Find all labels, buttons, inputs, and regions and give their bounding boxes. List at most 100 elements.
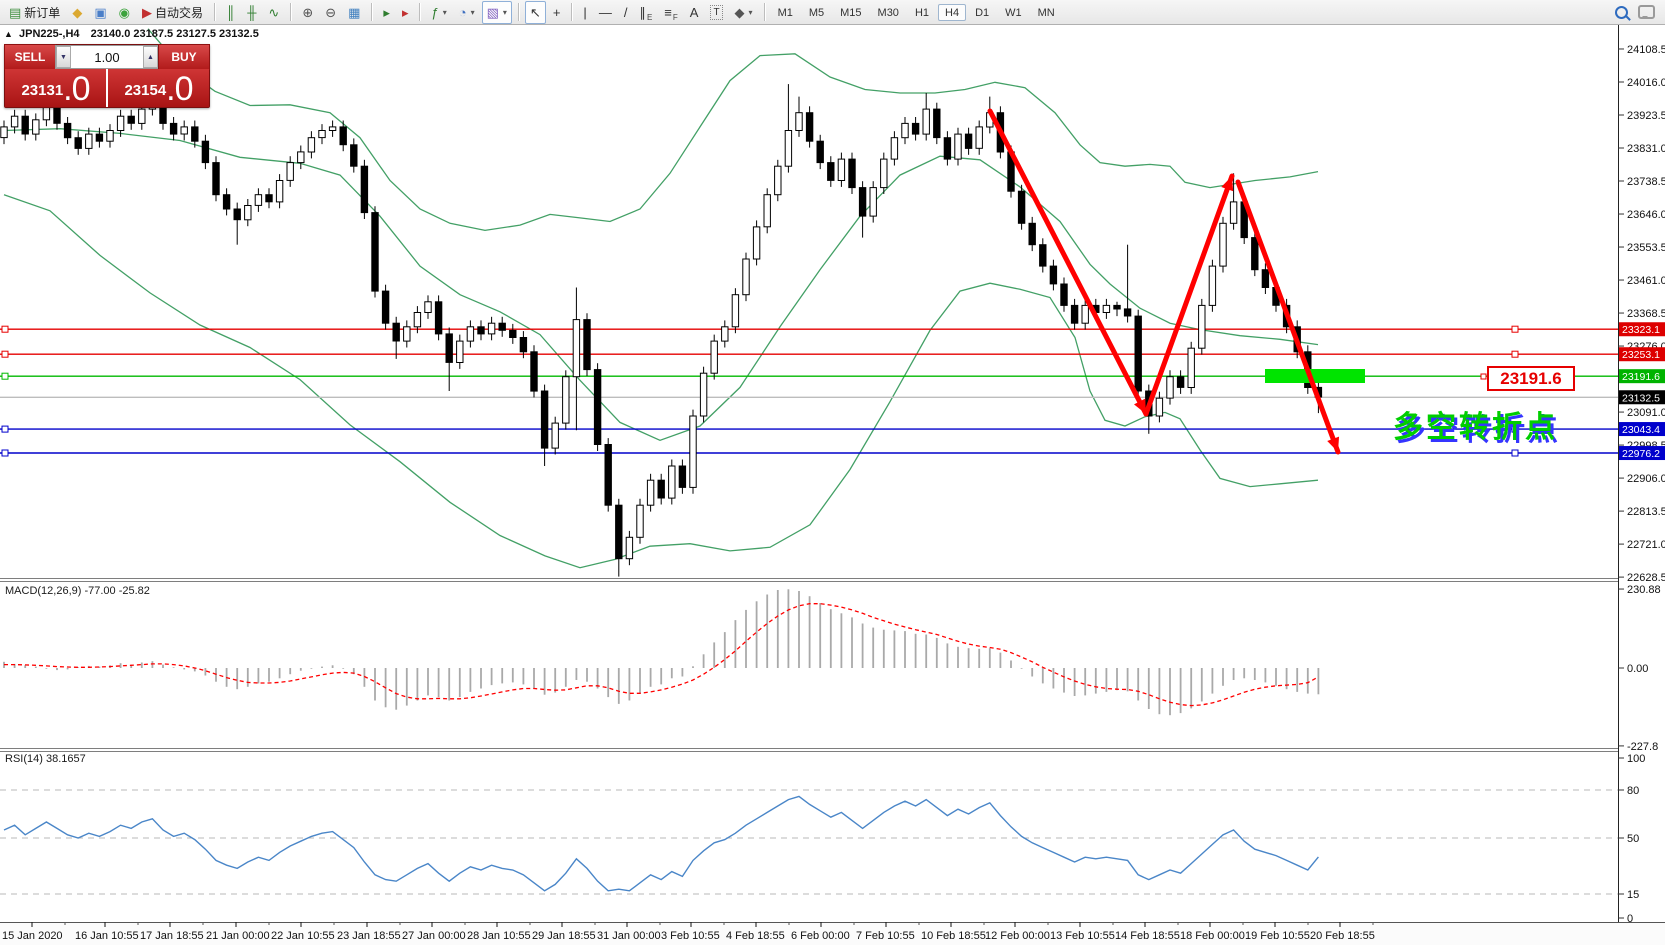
templates-icon-caret[interactable]: ▾ xyxy=(502,7,507,17)
candle-body xyxy=(1251,237,1259,271)
candle-body xyxy=(212,162,220,196)
candle-body xyxy=(562,376,570,424)
templates-icon[interactable]: ▧ ▾ xyxy=(481,0,512,24)
periods-icon[interactable]: ◔ ▾ xyxy=(454,1,480,24)
signals-icon[interactable]: ◉ xyxy=(114,1,135,24)
candle-body xyxy=(1060,283,1068,306)
indicators-icon[interactable]: ƒ ▾ xyxy=(426,1,451,24)
buy-price[interactable]: 23154 .0 xyxy=(108,69,209,107)
bar-chart-icon[interactable]: ║ xyxy=(221,1,240,24)
time-axis-label: 16 Jan 10:55 xyxy=(75,930,139,942)
new-order-button[interactable]: ▤ 新订单 xyxy=(4,1,65,24)
volume-decrease-button[interactable]: ▼ xyxy=(56,46,71,68)
tile-windows-icon[interactable]: ▦ xyxy=(343,1,365,24)
community-chat-icon[interactable] xyxy=(1638,5,1655,19)
trend-arrow-line[interactable] xyxy=(987,108,1149,417)
crosshair-icon[interactable]: + xyxy=(548,1,566,24)
toolbar-separator xyxy=(371,3,373,21)
hline-anchor[interactable] xyxy=(1,425,9,433)
timeframe-m5-button[interactable]: M5 xyxy=(802,4,831,21)
sell-button[interactable]: SELL xyxy=(4,44,56,70)
buy-button[interactable]: BUY xyxy=(158,44,210,70)
sell-price[interactable]: 23131 .0 xyxy=(5,69,108,107)
time-axis-label: 19 Feb 10:55 xyxy=(1245,930,1310,942)
time-axis-label: 20 Feb 18:55 xyxy=(1310,930,1375,942)
timeframe-m15-button[interactable]: M15 xyxy=(833,4,868,21)
chart-shift-icon[interactable]: ▸ xyxy=(397,1,414,24)
candle-body xyxy=(721,326,729,342)
volume-increase-button[interactable]: ▲ xyxy=(143,46,158,68)
timeframe-m30-button[interactable]: M30 xyxy=(871,4,906,21)
pane-separator-macd[interactable] xyxy=(0,578,1665,582)
timeframe-d1-button[interactable]: D1 xyxy=(968,4,996,21)
hline-anchor[interactable] xyxy=(1,372,9,380)
timeframe-w1-button[interactable]: W1 xyxy=(998,4,1029,21)
candlestick-chart-icon[interactable]: ╫ xyxy=(242,1,261,24)
fibonacci-icon[interactable]: ≡ F xyxy=(659,1,682,24)
one-click-panel-toggle-icon[interactable]: ▲ xyxy=(4,29,13,39)
periods-icon-caret[interactable]: ▾ xyxy=(470,7,475,17)
timeframe-h4-button[interactable]: H4 xyxy=(938,3,967,21)
candle-body xyxy=(964,133,973,149)
candle-body xyxy=(275,180,284,203)
callout-anchor[interactable] xyxy=(1480,373,1487,380)
cursor-icon[interactable]: ↖ xyxy=(524,0,546,24)
periods-icon: ◔ xyxy=(458,4,467,20)
zoom-in-icon[interactable]: ⊕ xyxy=(297,1,318,24)
candle-body xyxy=(678,465,687,488)
symbol-name: JPN225-,H4 xyxy=(18,28,80,40)
candle-body xyxy=(519,337,528,353)
candle-body xyxy=(858,187,867,217)
candle-body xyxy=(32,119,40,135)
zoom-out-icon[interactable]: ⊖ xyxy=(320,1,341,24)
arrows-icon[interactable]: ◆ ▾ xyxy=(730,1,758,24)
candle-body xyxy=(890,137,899,160)
candle-body xyxy=(74,137,82,149)
rsi-label: RSI(14) 38.1657 xyxy=(5,753,86,765)
candle-body xyxy=(922,108,930,135)
candle-body xyxy=(1229,201,1238,224)
hline-anchor[interactable] xyxy=(1,449,9,457)
candle-body xyxy=(201,140,210,164)
time-axis-strip[interactable] xyxy=(0,922,1665,945)
horizontal-line-icon[interactable]: — xyxy=(594,1,617,24)
candle-body xyxy=(1272,287,1280,306)
pane-separator-rsi[interactable] xyxy=(0,748,1665,752)
candle-body xyxy=(752,226,761,260)
turning-point-annotation[interactable]: 多空转折点 xyxy=(1393,411,1558,444)
community-icon[interactable]: ▣ xyxy=(89,1,111,24)
candle-body xyxy=(1028,222,1036,246)
price-axis-column[interactable] xyxy=(1618,25,1665,922)
autotrade-button[interactable]: ▶ 自动交易 xyxy=(137,1,208,24)
auto-scroll-icon[interactable]: ▸ xyxy=(378,1,395,24)
label-icon[interactable]: T xyxy=(705,1,727,24)
channel-icon[interactable]: ∥ E xyxy=(634,1,657,24)
timeframe-m1-button[interactable]: M1 xyxy=(771,4,800,21)
highlight-rectangle[interactable] xyxy=(1265,369,1365,383)
arrows-icon-caret[interactable]: ▾ xyxy=(748,7,753,17)
hline-anchor[interactable] xyxy=(1511,449,1519,457)
hline-anchor[interactable] xyxy=(1,350,9,358)
hline-anchor[interactable] xyxy=(1511,325,1519,333)
vertical-line-icon[interactable]: | xyxy=(578,1,591,24)
price-callout-box[interactable]: 23191.6 xyxy=(1487,366,1575,391)
timeframe-mn-button[interactable]: MN xyxy=(1031,4,1062,21)
hline-anchor[interactable] xyxy=(1,325,9,333)
candle-body xyxy=(625,536,634,560)
history-center-icon[interactable]: ◆ xyxy=(67,1,87,24)
candle-body xyxy=(731,294,740,328)
hline-anchor[interactable] xyxy=(1511,350,1519,358)
indicators-icon-caret[interactable]: ▾ xyxy=(442,7,447,17)
volume-stepper: ▼ ▲ xyxy=(55,45,159,69)
text-icon[interactable]: A xyxy=(685,1,704,24)
horizontal-line-icon: — xyxy=(598,4,612,20)
timeframe-h1-button[interactable]: H1 xyxy=(908,4,936,21)
trend-arrow-line[interactable] xyxy=(1235,179,1341,455)
volume-input[interactable] xyxy=(71,46,143,68)
trend-arrow-line[interactable] xyxy=(1143,173,1235,417)
line-chart-icon[interactable]: ∿ xyxy=(263,1,284,24)
search-icon[interactable] xyxy=(1615,5,1628,19)
trendline-icon[interactable]: / xyxy=(619,1,633,24)
time-axis-label: 31 Jan 00:00 xyxy=(597,930,661,942)
